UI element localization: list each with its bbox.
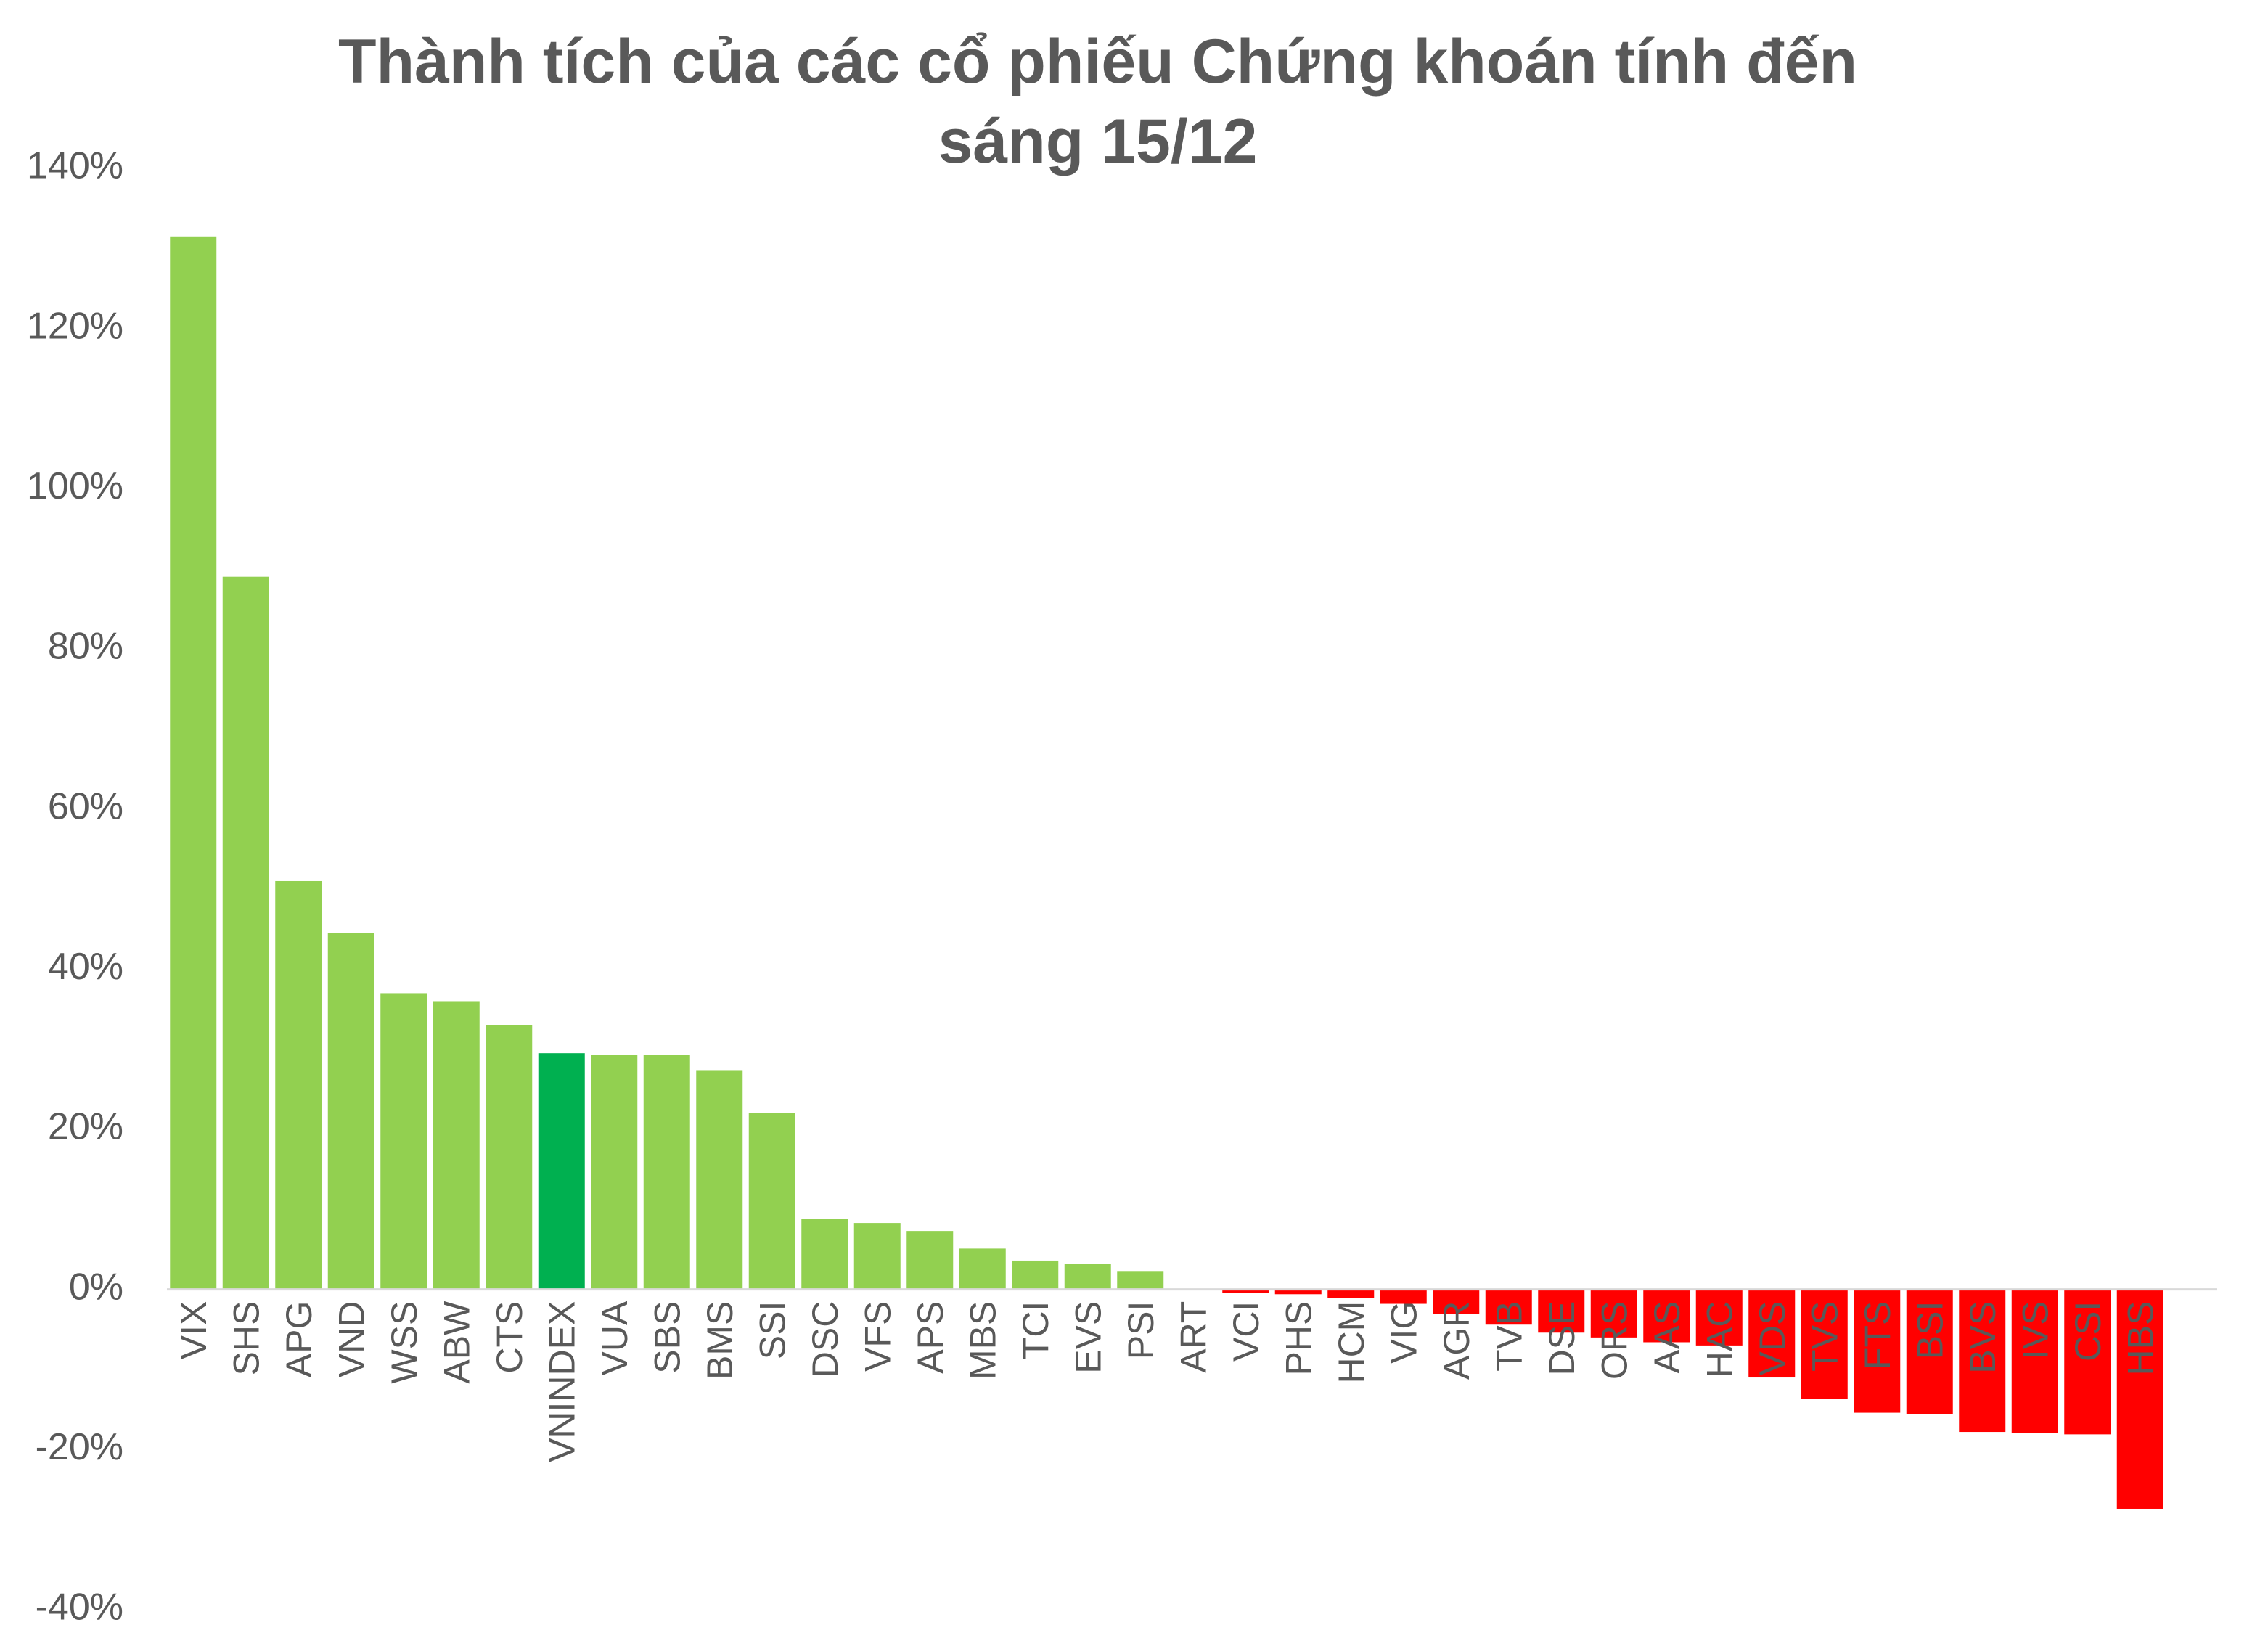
- y-tick-label: 40%: [48, 946, 123, 988]
- x-tick-label-wss: WSS: [384, 1301, 425, 1384]
- x-tick-label-vig: VIG: [1384, 1301, 1425, 1364]
- bar-wss: [380, 993, 427, 1290]
- chart-title-line-1: Thành tích của các cổ phiếu Chứng khoán …: [338, 27, 1857, 97]
- x-tick-label-cts: CTS: [489, 1301, 530, 1374]
- bar-vua: [591, 1055, 638, 1290]
- bar-ivs: [2011, 1289, 2058, 1433]
- x-tick-label-tci: TCI: [1015, 1301, 1056, 1360]
- y-tick-label: 120%: [27, 305, 123, 347]
- x-axis: VIX SHS APG VND WSS ABW CTS VNINDEX VUA SBS BMS SSI…: [173, 1301, 2161, 1462]
- x-tick-label-ivs: IVS: [2015, 1301, 2056, 1360]
- x-tick-label-vds: VDS: [1752, 1301, 1793, 1376]
- x-tick-label-fts: FTS: [1857, 1301, 1898, 1369]
- bar-vfs: [853, 1223, 901, 1290]
- bar-hcm: [1327, 1289, 1375, 1298]
- bar-abw: [433, 1001, 480, 1290]
- bar-dsc: [801, 1219, 848, 1290]
- x-tick-label-dsc: DSC: [805, 1301, 846, 1378]
- x-tick-label-vfs: VFS: [858, 1301, 898, 1372]
- y-tick-label: 80%: [48, 626, 123, 668]
- bar-hac: [1695, 1289, 1743, 1346]
- bar-vds: [1748, 1289, 1796, 1378]
- bar-sbs: [643, 1055, 690, 1290]
- x-tick-label-art: ART: [1174, 1301, 1214, 1373]
- bar-vci: [1222, 1289, 1269, 1293]
- x-tick-label-sbs: SBS: [647, 1301, 688, 1374]
- chart-title: Thành tích của các cổ phiếu Chứng khoán …: [0, 22, 2195, 181]
- x-tick-label-shs: SHS: [226, 1301, 267, 1376]
- bar-bvs: [1959, 1289, 2006, 1433]
- y-tick-label: 60%: [48, 785, 123, 827]
- y-tick-label: 0%: [69, 1266, 123, 1308]
- bar-vnd: [327, 933, 374, 1290]
- x-tick-label-aps: APS: [910, 1301, 951, 1374]
- x-tick-label-hcm: HCM: [1331, 1301, 1372, 1384]
- y-tick-label: -40%: [36, 1586, 123, 1629]
- bar-fts: [1854, 1289, 1901, 1413]
- x-tick-label-aas: AAS: [1647, 1301, 1687, 1374]
- bar-ors: [1590, 1289, 1637, 1338]
- x-tick-label-tvs: TVS: [1805, 1301, 1846, 1372]
- y-tick-label: -20%: [36, 1426, 123, 1468]
- x-tick-label-vnindex: VNINDEX: [542, 1301, 583, 1462]
- bar-hbs: [2116, 1289, 2163, 1509]
- bar-phs: [1274, 1289, 1322, 1295]
- bar-bsi: [1906, 1289, 1953, 1414]
- x-tick-label-evs: EVS: [1068, 1301, 1109, 1374]
- bar-shs: [222, 576, 269, 1290]
- bar-dse: [1538, 1289, 1585, 1333]
- x-tick-label-abw: ABW: [437, 1301, 478, 1384]
- x-tick-label-csi: CSI: [2068, 1301, 2108, 1362]
- x-tick-label-bsi: BSI: [1910, 1301, 1951, 1360]
- bar-tvb: [1485, 1289, 1532, 1325]
- x-tick-label-vnd: VND: [332, 1301, 372, 1378]
- bar-tci: [1012, 1260, 1059, 1290]
- bar-agr: [1433, 1289, 1480, 1314]
- x-tick-label-vci: VCI: [1226, 1301, 1266, 1362]
- bar-apg: [275, 880, 322, 1290]
- bar-aps: [906, 1231, 954, 1290]
- x-tick-label-psi: PSI: [1121, 1301, 1161, 1360]
- bar-vnindex: [538, 1053, 585, 1290]
- x-tick-label-ssi: SSI: [753, 1301, 793, 1360]
- bar-cts: [486, 1025, 533, 1290]
- x-tick-label-bms: BMS: [700, 1301, 740, 1380]
- bar-series: [170, 236, 2163, 1509]
- x-tick-label-tvb: TVB: [1489, 1301, 1530, 1372]
- x-tick-label-mbs: MBS: [963, 1301, 1004, 1380]
- y-tick-label: 100%: [27, 465, 123, 507]
- x-tick-label-bvs: BVS: [1962, 1301, 2003, 1374]
- x-tick-label-vix: VIX: [173, 1301, 214, 1360]
- bar-aas: [1643, 1289, 1690, 1343]
- x-tick-label-vua: VUA: [594, 1301, 635, 1375]
- bar-bms: [696, 1070, 743, 1290]
- x-tick-label-dse: DSE: [1542, 1301, 1582, 1376]
- y-tick-label: 20%: [48, 1106, 123, 1148]
- x-tick-label-ors: ORS: [1594, 1301, 1635, 1380]
- chart-title-line-2: sáng 15/12: [938, 107, 1258, 176]
- x-tick-label-phs: PHS: [1279, 1301, 1319, 1376]
- x-tick-label-apg: APG: [279, 1301, 319, 1378]
- bar-vix: [170, 236, 217, 1290]
- y-axis: 140% 120% 100% 80% 60% 40% 20% 0% -20% -40%: [27, 145, 123, 1629]
- bar-mbs: [959, 1248, 1006, 1290]
- bar-csi: [2064, 1289, 2111, 1435]
- bar-evs: [1064, 1264, 1111, 1290]
- y-tick-label: 140%: [27, 145, 123, 187]
- bar-ssi: [748, 1113, 795, 1290]
- x-tick-label-hbs: HBS: [2121, 1301, 2161, 1376]
- bar-vig: [1380, 1289, 1427, 1304]
- bar-psi: [1117, 1271, 1164, 1290]
- x-tick-label-agr: AGR: [1436, 1301, 1477, 1380]
- bar-tvs: [1801, 1289, 1848, 1399]
- x-tick-label-hac: HAC: [1700, 1301, 1740, 1378]
